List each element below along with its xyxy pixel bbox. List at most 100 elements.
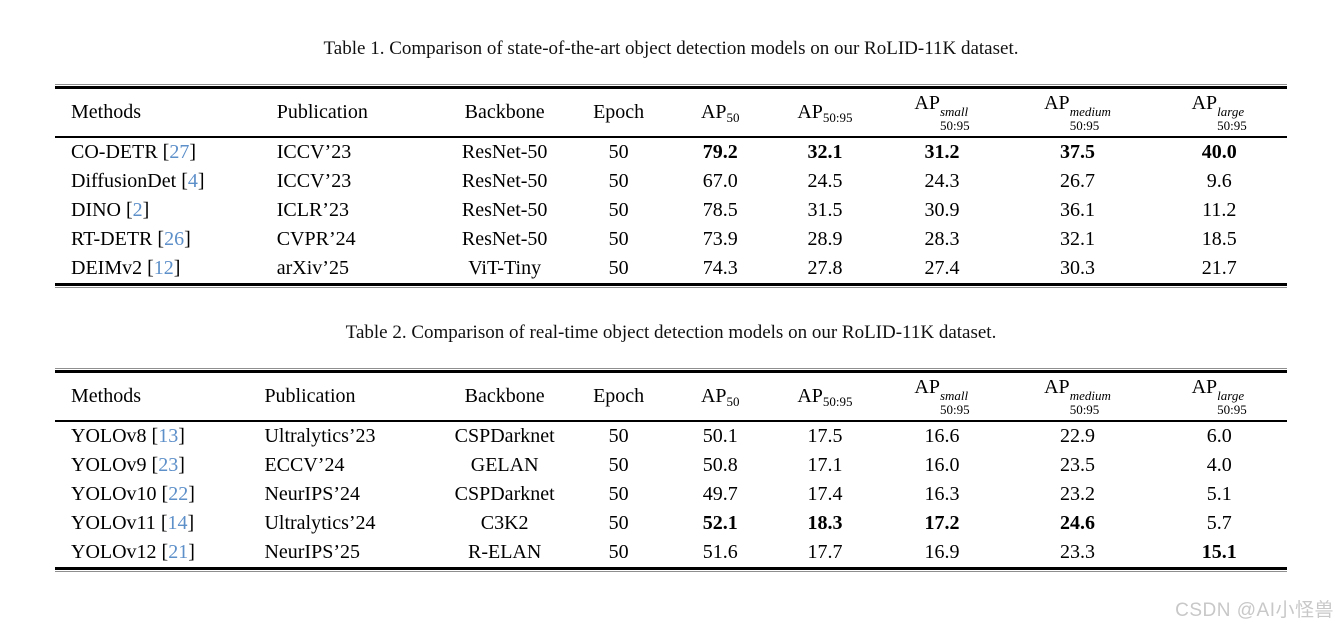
epoch-cell: 50 xyxy=(608,141,629,163)
citation-link[interactable]: 21 xyxy=(168,541,189,563)
col-header-ap50-95: AP50:95 xyxy=(769,89,881,138)
ap50-cell: 67.0 xyxy=(702,170,738,192)
col-header-epoch: Epoch xyxy=(566,373,671,422)
table-bottom-rule xyxy=(55,283,1287,288)
table-row: YOLOv8 [13] Ultralytics’23 CSPDarknet 50… xyxy=(55,421,1287,451)
ap-small-cell: 16.6 xyxy=(924,425,960,447)
citation-link[interactable]: 23 xyxy=(158,454,179,476)
backbone-cell: CSPDarknet xyxy=(454,425,555,447)
ap-medium-cell: 26.7 xyxy=(1059,170,1095,192)
ap50-cell: 52.1 xyxy=(702,512,738,534)
publication-cell: CVPR’24 xyxy=(276,228,356,250)
ap50-cell: 50.8 xyxy=(702,454,738,476)
cite-bracket: [ xyxy=(146,454,159,476)
method-name: DiffusionDet xyxy=(71,170,177,192)
col-header-methods: Methods xyxy=(55,89,277,138)
cite-bracket: ] xyxy=(188,483,195,505)
publication-cell: ICLR’23 xyxy=(276,199,349,221)
backbone-cell: R-ELAN xyxy=(467,541,542,563)
header-subscript: 50 xyxy=(726,110,740,125)
table-row: YOLOv10 [22] NeurIPS’24 CSPDarknet 50 49… xyxy=(55,480,1287,509)
cite-bracket: [ xyxy=(156,483,169,505)
ap-small-cell: 16.3 xyxy=(924,483,960,505)
epoch-cell: 50 xyxy=(608,170,629,192)
ap-small-cell: 17.2 xyxy=(924,512,960,534)
col-header-publication: Publication xyxy=(276,89,444,138)
cite-bracket: ] xyxy=(142,199,150,221)
publication-cell: arXiv’25 xyxy=(276,257,349,279)
table-row: DiffusionDet [4] ICCV’23 ResNet-50 50 67… xyxy=(55,167,1287,196)
table-row: RT-DETR [26] CVPR’24 ResNet-50 50 73.9 2… xyxy=(55,225,1287,254)
method-name: YOLOv11 xyxy=(71,512,156,534)
ap-large-cell: 11.2 xyxy=(1202,199,1237,221)
publication-cell: NeurIPS’24 xyxy=(264,483,360,505)
ap50-cell: 49.7 xyxy=(702,483,738,505)
ap-large-cell: 15.1 xyxy=(1201,541,1237,563)
publication-cell: ICCV’23 xyxy=(276,141,352,163)
cite-bracket: ] xyxy=(197,170,205,192)
cite-bracket: [ xyxy=(121,199,133,221)
backbone-cell: ResNet-50 xyxy=(461,199,548,221)
ap-large-cell: 40.0 xyxy=(1201,141,1237,163)
method-cell: RT-DETR [26] xyxy=(55,225,277,254)
cite-bracket: [ xyxy=(142,257,154,279)
method-cell: DINO [2] xyxy=(55,196,277,225)
ap-large-cell: 5.1 xyxy=(1206,483,1232,505)
method-cell: DiffusionDet [4] xyxy=(55,167,277,196)
citation-link[interactable]: 4 xyxy=(187,170,198,192)
method-name: YOLOv8 xyxy=(71,425,147,447)
ap50-95-cell: 17.7 xyxy=(807,541,843,563)
method-cell: CO-DETR [27] xyxy=(55,137,277,167)
citation-link[interactable]: 2 xyxy=(132,199,143,221)
backbone-cell: C3K2 xyxy=(480,512,529,534)
ap50-cell: 50.1 xyxy=(702,425,738,447)
header-subscript: 50:95 xyxy=(1217,402,1247,417)
col-header-ap-large: AP large 50:95 xyxy=(1151,373,1287,422)
col-header-backbone: Backbone xyxy=(443,89,567,138)
cite-bracket: [ xyxy=(146,425,159,447)
table-1-container: Methods Publication Backbone Epoch AP50 … xyxy=(55,84,1287,288)
backbone-cell: CSPDarknet xyxy=(454,483,555,505)
ap-medium-cell: 37.5 xyxy=(1059,141,1095,163)
header-scripts: large 50:95 xyxy=(1217,105,1247,132)
citation-link[interactable]: 13 xyxy=(158,425,179,447)
backbone-cell: ResNet-50 xyxy=(461,141,548,163)
cite-bracket: ] xyxy=(178,454,185,476)
citation-link[interactable]: 27 xyxy=(169,141,190,163)
header-subscript: 50:95 xyxy=(1069,118,1100,133)
col-header-publication: Publication xyxy=(264,373,444,422)
citation-link[interactable]: 12 xyxy=(153,257,174,279)
header-superscript: medium xyxy=(1069,104,1111,120)
cite-bracket: ] xyxy=(184,228,191,250)
table-2: Methods Publication Backbone Epoch AP50 … xyxy=(55,373,1287,567)
col-header-ap-small: AP small 50:95 xyxy=(880,89,1004,138)
col-header-methods: Methods xyxy=(55,373,265,422)
header-row: Methods Publication Backbone Epoch AP50 … xyxy=(55,89,1287,138)
ap-medium-cell: 22.9 xyxy=(1059,425,1095,447)
method-cell: DEIMv2 [12] xyxy=(55,254,277,283)
header-subscript: 50:95 xyxy=(939,402,970,417)
header-subscript: 50:95 xyxy=(939,118,970,133)
citation-link[interactable]: 22 xyxy=(168,483,189,505)
cite-bracket: [ xyxy=(155,512,168,534)
ap-medium-cell: 23.2 xyxy=(1059,483,1095,505)
col-header-ap50: AP50 xyxy=(670,89,770,138)
ap-large-cell: 4.0 xyxy=(1206,454,1232,476)
table-top-rule xyxy=(55,368,1287,373)
cite-bracket: ] xyxy=(178,425,185,447)
table-1: Methods Publication Backbone Epoch AP50 … xyxy=(55,89,1287,283)
col-header-ap50: AP50 xyxy=(670,373,770,422)
ap-base: AP xyxy=(1191,376,1218,399)
header-superscript: small xyxy=(939,104,969,120)
col-header-ap-medium: AP medium 50:95 xyxy=(1003,89,1152,138)
table-bottom-rule xyxy=(55,567,1287,572)
ap-base: AP xyxy=(797,101,823,123)
method-cell: YOLOv12 [21] xyxy=(55,538,264,567)
citation-link[interactable]: 14 xyxy=(167,512,188,534)
publication-cell: Ultralytics’23 xyxy=(264,425,376,447)
table-row: YOLOv12 [21] NeurIPS’25 R-ELAN 50 51.6 1… xyxy=(55,538,1287,567)
header-subscript: 50:95 xyxy=(1217,118,1247,133)
backbone-cell: ViT-Tiny xyxy=(468,257,542,279)
citation-link[interactable]: 26 xyxy=(164,228,185,250)
